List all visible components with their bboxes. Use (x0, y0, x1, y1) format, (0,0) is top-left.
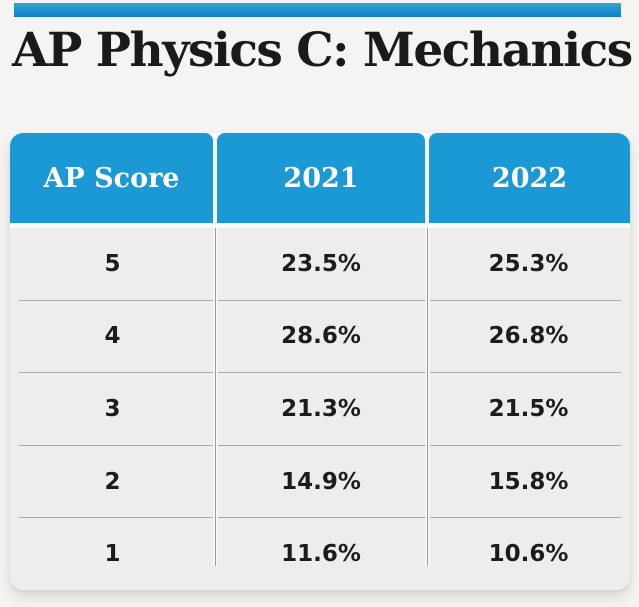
title-rest: Physics C: Mechanics (80, 23, 633, 78)
table-row-score-2: 2 14.9% 15.8% (10, 446, 630, 518)
header-cell-ap-score: AP Score (10, 133, 213, 223)
cell-2021-value: 21.3% (281, 395, 361, 422)
row-divider (19, 299, 621, 301)
table-row-score-3: 3 21.3% 21.5% (10, 373, 630, 445)
cell-2021-value: 14.9% (281, 468, 361, 495)
title-prefix: AP (12, 23, 82, 78)
row-divider (19, 372, 621, 374)
cell-2022-value: 26.8% (488, 323, 569, 350)
cell-score: 5 (104, 250, 121, 277)
cell-score: 3 (104, 395, 121, 422)
row-divider (19, 517, 621, 519)
cell-score: 2 (104, 468, 121, 495)
cell-2022-value: 10.6% (488, 541, 569, 568)
table-header-row: AP Score 2021 2022 (10, 133, 630, 223)
header-cell-2021: 2021 (217, 133, 425, 223)
cell-score: 1 (104, 541, 121, 568)
cell-score: 4 (104, 323, 121, 350)
cell-2022-value: 25.3% (488, 250, 569, 277)
cell-2021-value: 28.6% (281, 323, 361, 350)
top-accent-bar (14, 3, 621, 17)
header-body-gap (10, 223, 630, 228)
table-body: 5 23.5% 25.3% 4 28.6% 26.8% 3 21.3% 21.5… (10, 228, 630, 590)
row-divider (19, 444, 621, 446)
header-cell-2022: 2022 (429, 133, 630, 223)
cell-2021-value: 23.5% (281, 250, 361, 277)
cell-2022-value: 15.8% (488, 468, 569, 495)
cell-2022-value: 21.5% (488, 395, 569, 422)
score-distribution-table: AP Score 2021 2022 5 23.5% 25.3% 4 28.6%… (10, 133, 630, 590)
table-row-score-5: 5 23.5% 25.3% (10, 228, 630, 300)
cell-2021-value: 11.6% (281, 541, 361, 568)
page-title: AP Physics C: Mechanics (12, 22, 633, 80)
table-row-score-4: 4 28.6% 26.8% (10, 301, 630, 373)
table-row-score-1: 1 11.6% 10.6% (10, 518, 630, 590)
